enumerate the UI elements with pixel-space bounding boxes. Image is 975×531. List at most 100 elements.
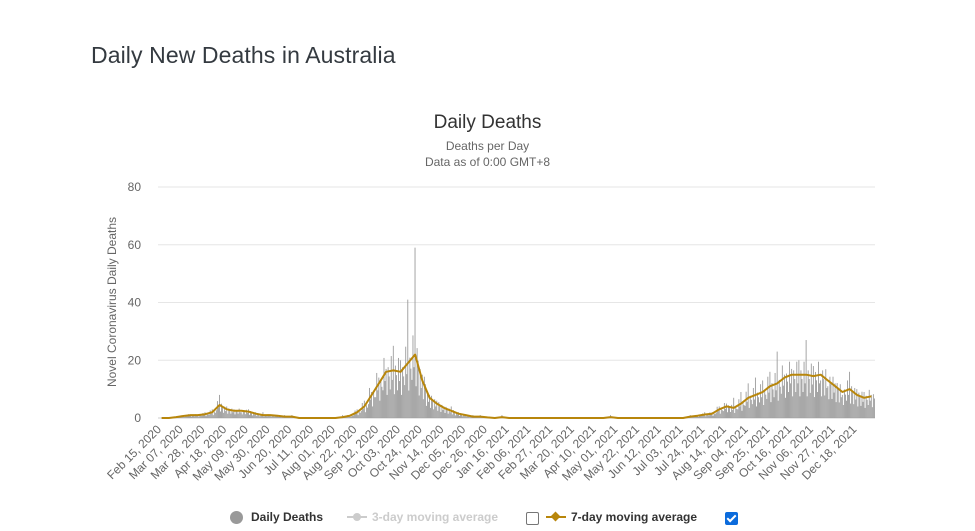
y-tick-label: 40	[128, 296, 142, 310]
daily-deaths-bar	[207, 414, 209, 418]
daily-deaths-bar	[469, 417, 471, 418]
daily-deaths-bar	[713, 413, 715, 418]
daily-deaths-bar	[805, 340, 807, 418]
daily-deaths-bar	[261, 415, 263, 418]
daily-deaths-bar	[801, 379, 803, 418]
daily-deaths-bar	[753, 399, 755, 418]
daily-deaths-bar	[185, 416, 187, 418]
daily-deaths-bar	[206, 413, 208, 418]
daily-deaths-bar	[233, 409, 235, 418]
daily-deaths-bar	[810, 363, 812, 418]
daily-deaths-bar	[709, 412, 711, 418]
daily-deaths-bar	[251, 412, 252, 418]
daily-deaths-bar	[818, 361, 819, 418]
daily-deaths-bar	[696, 416, 697, 418]
daily-deaths-bar	[439, 405, 441, 418]
daily-deaths-bar	[732, 409, 734, 418]
daily-deaths-bar	[451, 414, 453, 418]
chart-legend: Daily Deaths 3-day moving average 7-day …	[0, 508, 975, 528]
daily-deaths-bar	[409, 357, 411, 418]
daily-deaths-bar	[775, 390, 777, 418]
daily-deaths-bar	[819, 383, 821, 418]
daily-deaths-bar	[454, 415, 456, 418]
daily-deaths-bar	[379, 400, 381, 418]
daily-deaths-bar	[800, 370, 802, 418]
daily-deaths-bar	[430, 407, 431, 418]
daily-deaths-bar	[222, 406, 224, 418]
daily-deaths-bar	[764, 389, 766, 418]
daily-deaths-bar	[464, 415, 466, 418]
daily-deaths-bar	[790, 383, 792, 418]
daily-deaths-bar	[199, 414, 201, 418]
daily-deaths-bar	[746, 401, 748, 418]
daily-deaths-bar	[406, 374, 408, 418]
daily-deaths-bar	[213, 411, 215, 418]
daily-deaths-bar	[273, 416, 275, 418]
daily-deaths-bar	[210, 413, 212, 418]
daily-deaths-bar	[375, 397, 377, 418]
daily-deaths-bar	[731, 404, 733, 418]
daily-deaths-bar	[780, 393, 782, 418]
daily-deaths-bar	[717, 411, 719, 418]
daily-deaths-bar	[384, 381, 386, 418]
daily-deaths-bar	[862, 401, 864, 418]
daily-deaths-bar	[410, 368, 412, 418]
legend-item-7-day-average[interactable]: 7-day moving average	[546, 508, 697, 526]
chart-data-timestamp: Data as of 0:00 GMT+8	[424, 155, 551, 169]
daily-deaths-bar	[757, 392, 758, 418]
daily-deaths-bar	[797, 383, 799, 418]
daily-deaths-bar	[220, 411, 221, 418]
daily-deaths-bar	[807, 370, 809, 418]
legend-item-3-day-average[interactable]: 3-day moving average	[347, 508, 498, 526]
daily-deaths-bar	[391, 379, 393, 418]
daily-deaths-bar	[778, 379, 780, 418]
daily-deaths-bar	[235, 410, 237, 418]
daily-deaths-bar	[371, 392, 373, 418]
daily-deaths-bar	[381, 386, 383, 418]
daily-deaths-bar	[360, 411, 362, 418]
daily-deaths-bar	[253, 412, 255, 418]
seven-day-average-line	[161, 353, 872, 419]
daily-deaths-bar	[823, 379, 825, 418]
daily-deaths-bar	[463, 414, 465, 418]
daily-deaths-bar	[471, 416, 473, 418]
daily-deaths-bar	[366, 407, 368, 418]
daily-deaths-bar	[229, 410, 231, 418]
daily-deaths-bar	[726, 403, 727, 418]
daily-deaths-bar	[373, 392, 375, 418]
daily-deaths-bar	[191, 416, 192, 418]
daily-deaths-bar	[434, 399, 436, 418]
daily-deaths-bar	[838, 402, 840, 418]
daily-deaths-bar	[766, 398, 768, 418]
daily-deaths-bar	[427, 391, 428, 418]
daily-deaths-bar	[355, 413, 357, 418]
daily-deaths-bar	[382, 390, 384, 418]
daily-deaths-bar	[760, 384, 762, 418]
daily-deaths-bar	[802, 392, 804, 418]
daily-deaths-bar	[835, 402, 837, 418]
daily-deaths-bar	[401, 394, 403, 418]
daily-deaths-bar	[834, 383, 836, 418]
toggle-3-day-average-checkbox[interactable]	[526, 512, 539, 525]
daily-deaths-bar	[736, 408, 738, 418]
daily-deaths-bar	[825, 369, 827, 418]
daily-deaths-bar	[722, 411, 724, 418]
daily-deaths-bar	[744, 405, 746, 418]
daily-deaths-bar	[824, 395, 826, 418]
daily-deaths-bar	[395, 375, 397, 418]
daily-deaths-bar	[728, 405, 729, 418]
daily-deaths-bar	[767, 376, 769, 418]
legend-item-daily-deaths[interactable]: Daily Deaths	[230, 508, 323, 526]
daily-deaths-bar	[181, 416, 183, 418]
daily-deaths-bar	[388, 376, 390, 418]
daily-deaths-bar	[356, 409, 358, 418]
daily-deaths-bar	[700, 415, 702, 418]
daily-deaths-bar	[249, 414, 250, 418]
daily-deaths-bar	[869, 400, 871, 418]
daily-deaths-bar	[278, 416, 279, 418]
daily-deaths-bar	[466, 416, 468, 418]
daily-deaths-bar	[740, 392, 742, 418]
daily-deaths-bar	[424, 384, 426, 418]
legend-label: 7-day moving average	[571, 510, 698, 524]
toggle-7-day-average-checkbox[interactable]	[725, 512, 738, 525]
